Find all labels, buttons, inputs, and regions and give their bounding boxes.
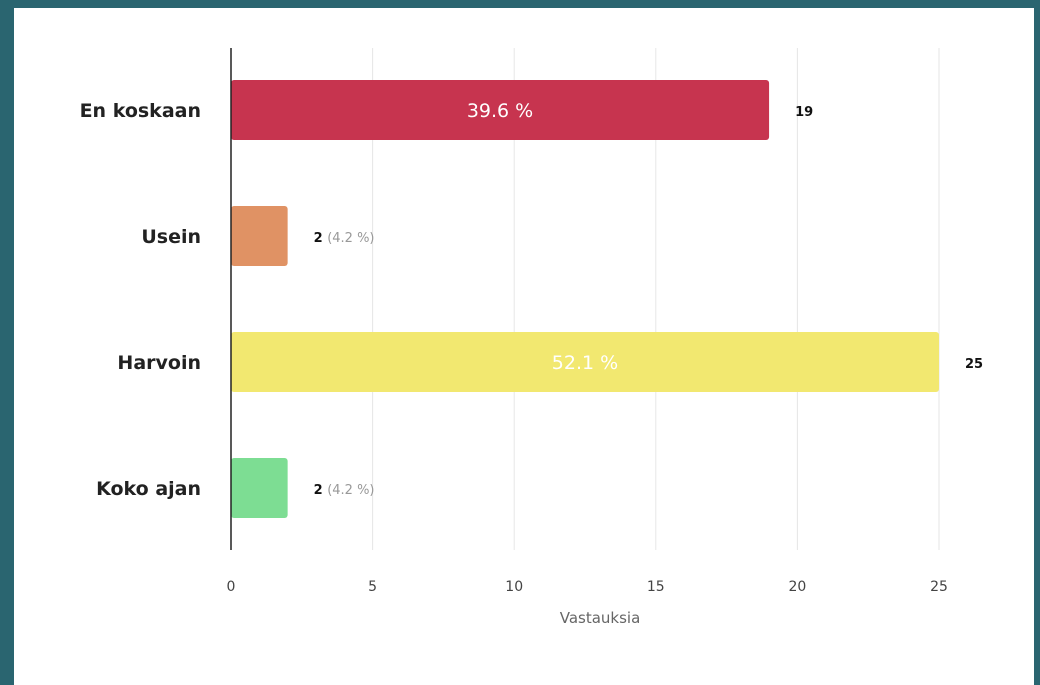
bar-value-label: 2 (4.2 %) [314,231,375,246]
category-label: Koko ajan [96,478,201,500]
chart-frame: 0 5 10 15 20 25 En koskaan 39.6 % 19 Usein 2 (4.2 … [14,8,1034,685]
x-tick-label: 20 [788,579,806,595]
bar-percent-label: (4.2 %) [327,483,374,498]
bar-count-label: 2 [314,483,328,498]
bar-count-label: 25 [965,357,983,372]
bar-percent-label: 39.6 % [467,100,533,122]
x-axis-title: Vastauksia [560,609,641,627]
category-label: Harvoin [117,352,201,374]
bar [231,206,288,266]
category-label: En koskaan [80,100,201,122]
x-tick-label: 10 [505,579,523,595]
x-tick-label: 0 [227,579,236,595]
bar-value-label: 2 (4.2 %) [314,483,375,498]
bar-count-label: 19 [795,105,813,120]
category-label: Usein [141,226,201,248]
x-tick-label: 15 [647,579,665,595]
bar-percent-label: (4.2 %) [327,231,374,246]
bar-chart: 0 5 10 15 20 25 En koskaan 39.6 % 19 Usein 2 (4.2 … [80,48,983,627]
bar-percent-label: 52.1 % [552,352,618,374]
bar [231,332,939,392]
x-tick-label: 5 [368,579,377,595]
bar-count-label: 2 [314,231,328,246]
bar [231,458,288,518]
x-tick-label: 25 [930,579,948,595]
bar [231,80,770,140]
